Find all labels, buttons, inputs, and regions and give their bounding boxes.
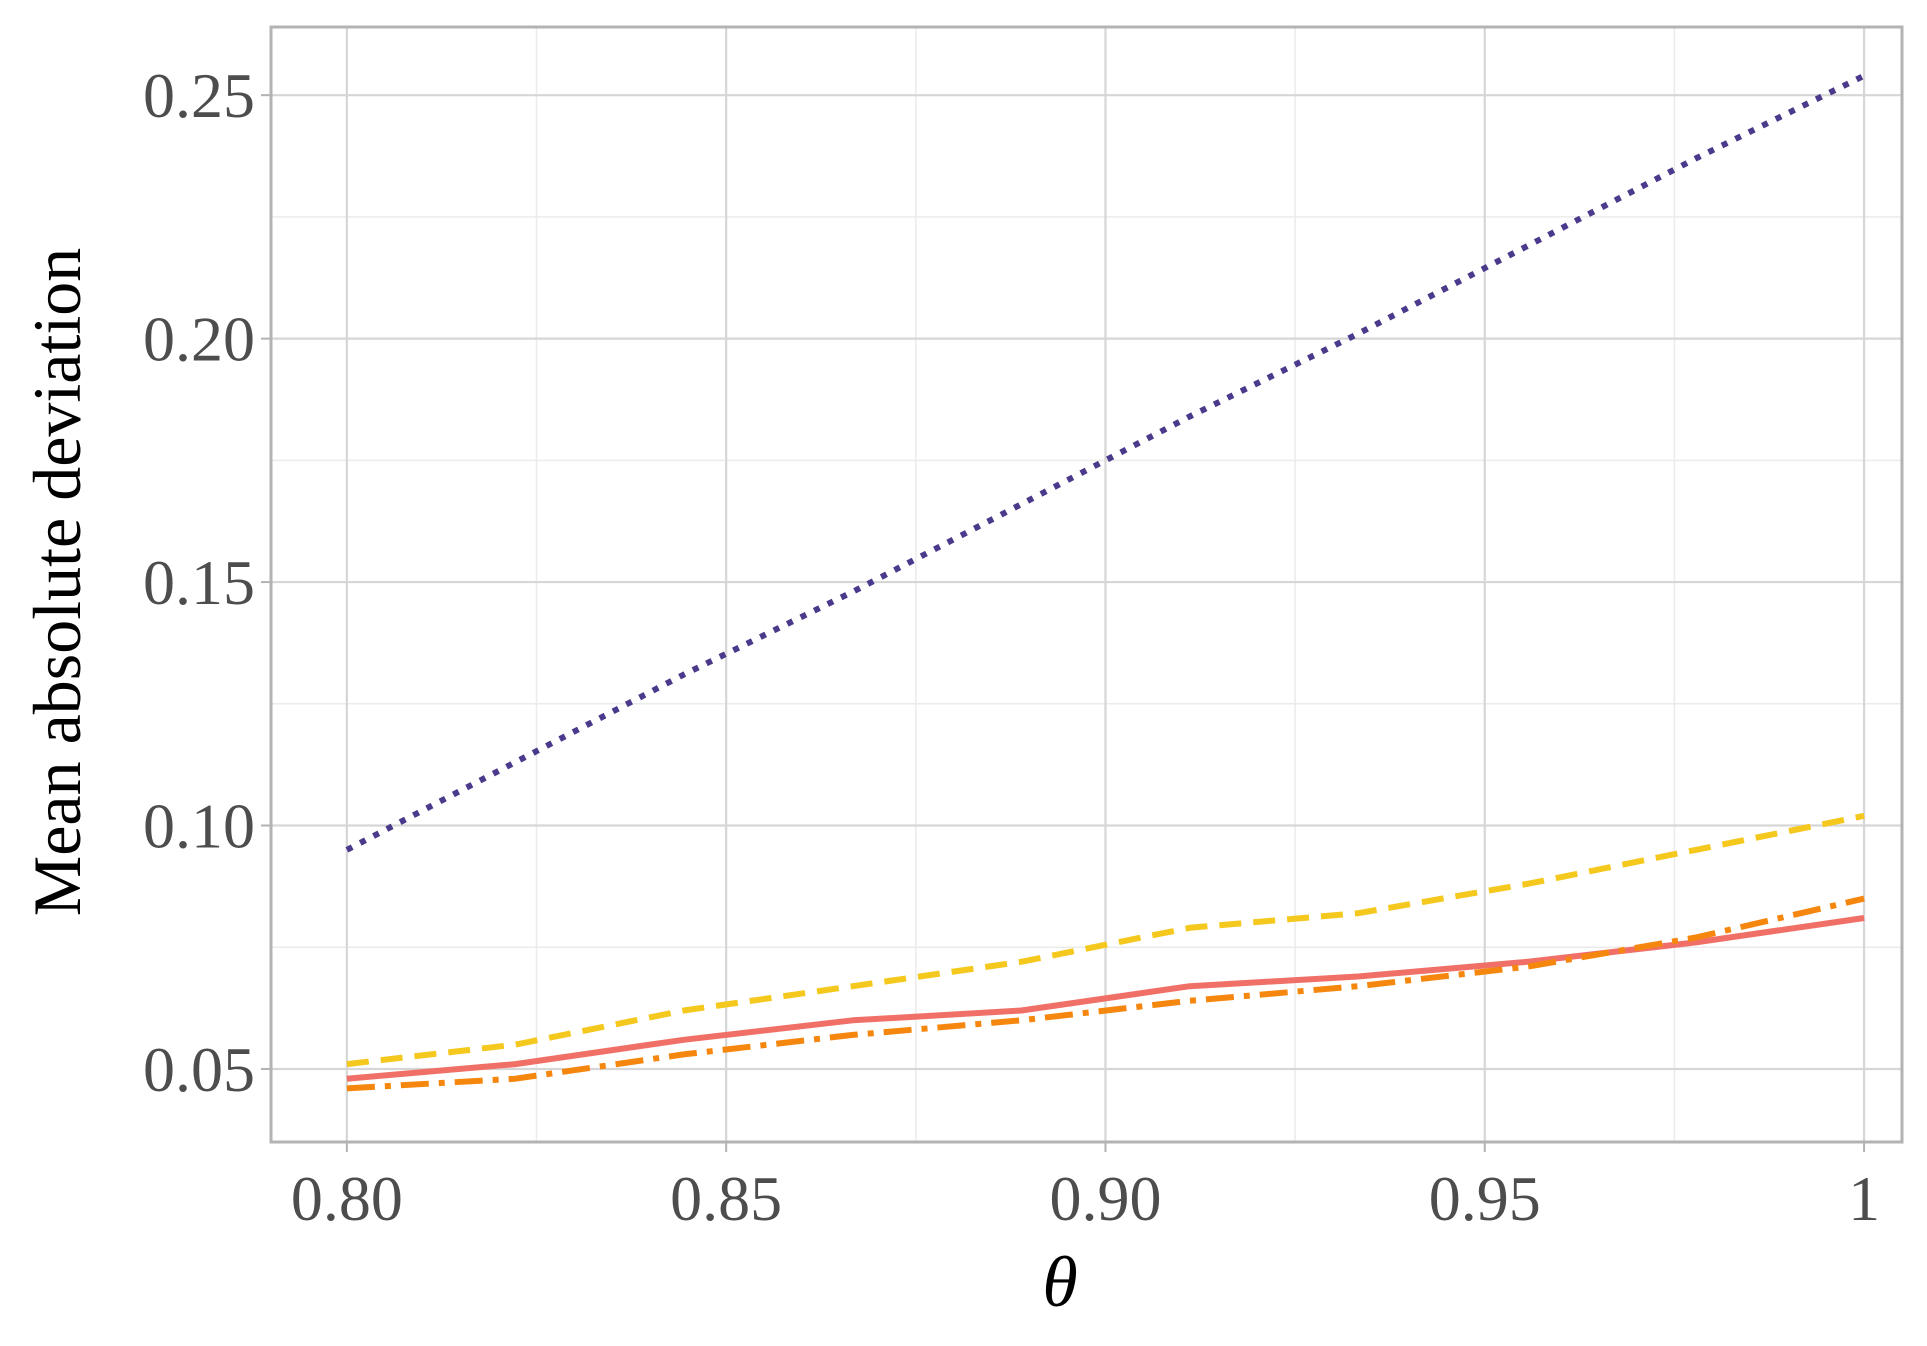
x-tick-label: 0.80 [291, 1163, 403, 1234]
y-axis-ticks: 0.05 0.10 0.15 0.20 0.25 [143, 60, 271, 1105]
series-line-dashdot [346, 895, 1865, 1092]
y-tick-label: 0.20 [143, 304, 255, 375]
x-tick-label: 0.95 [1429, 1163, 1541, 1234]
y-tick-label: 0.05 [143, 1034, 255, 1105]
plot-panel-background [271, 27, 1902, 1142]
y-tick-label: 0.10 [143, 791, 255, 862]
x-tick-label: 0.90 [1049, 1163, 1161, 1234]
x-tick-label: 0.85 [670, 1163, 782, 1234]
y-tick-label: 0.25 [143, 60, 255, 131]
y-axis-title: Mean absolute deviation [19, 248, 95, 916]
series-lines [345, 73, 1866, 1092]
series-line-dashed [346, 812, 1865, 1068]
major-gridlines [271, 27, 1902, 1142]
x-axis-title: θ [1042, 1242, 1077, 1322]
plot-panel-border [269, 25, 1904, 1144]
series-line-solid [346, 915, 1865, 1082]
x-tick-label: 1 [1848, 1163, 1880, 1234]
x-axis-ticks: 0.80 0.85 0.90 0.95 1 [291, 1142, 1880, 1234]
y-tick-label: 0.15 [143, 547, 255, 618]
